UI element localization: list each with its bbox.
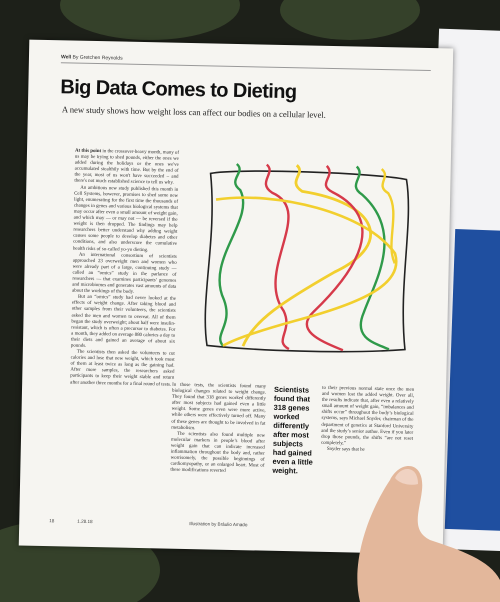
column: At this point in the crossover-heavy mon… <box>70 149 179 389</box>
subtitle: A new study shows how weight loss can af… <box>61 104 326 120</box>
outline <box>204 170 410 353</box>
paragraph: But an “omics” study had never looked at… <box>70 294 176 349</box>
illustration <box>204 163 410 353</box>
column: In those tests, the scientists found man… <box>170 383 266 476</box>
headline: Big Data Comes to Dieting <box>60 76 297 104</box>
rule <box>60 62 431 71</box>
column: to their previous normal state once the … <box>321 386 414 455</box>
background-leaf <box>280 0 420 40</box>
paragraph: to their previous normal state once the … <box>320 385 415 447</box>
magazine-page: Well By Gretchen Reynolds Big Data Comes… <box>18 39 454 555</box>
lead-in: At this point <box>74 148 102 155</box>
illustration-credit: Illustration by Bráulio Amado <box>189 521 248 528</box>
thumbnail <box>395 468 418 485</box>
paragraph: The scientists then asked the volunteers… <box>70 349 175 388</box>
wave-line <box>215 196 398 347</box>
wave-line <box>264 163 290 351</box>
thumb <box>357 466 500 602</box>
issue-date: 1.28.18 <box>77 518 93 525</box>
paragraph: At this point in the crossover-heavy mon… <box>74 149 179 188</box>
paragraph: An international consortium of scientist… <box>72 252 177 296</box>
wave-line <box>305 165 364 352</box>
wave-line <box>354 165 390 351</box>
paragraph: The scientists also found multiple new m… <box>170 431 266 475</box>
hand <box>357 466 500 602</box>
wave-line <box>380 168 396 264</box>
paragraph: An ambitious new study published this mo… <box>72 185 179 253</box>
wave-line <box>218 163 245 347</box>
paragraph: In those tests, the scientists found man… <box>171 382 267 431</box>
section-header: Well By Gretchen Reynolds <box>61 54 123 61</box>
byline: By Gretchen Reynolds <box>72 54 123 62</box>
background-leaf <box>60 0 240 40</box>
text: in the crossover-heavy month, many of us… <box>74 149 180 187</box>
wave-line <box>241 164 372 347</box>
page-number: 18 <box>49 518 55 524</box>
section-name: Well <box>60 54 72 61</box>
